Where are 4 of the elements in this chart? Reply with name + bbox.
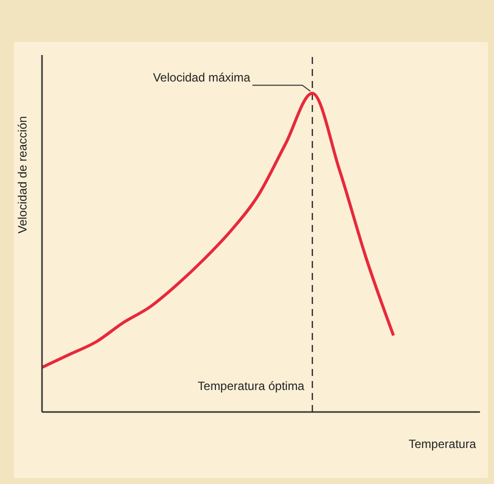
x-axis-title: Temperatura — [408, 437, 476, 451]
y-axis-title: Velocidad de reacción — [15, 116, 30, 234]
annotation: Temperatura óptima — [198, 379, 305, 393]
text: Velocidad máxima — [152, 70, 251, 84]
